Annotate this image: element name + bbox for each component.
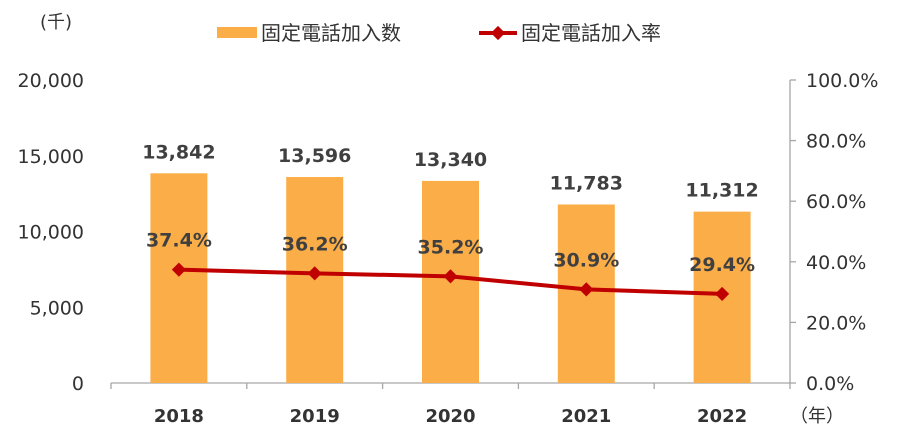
bar <box>150 173 208 383</box>
line-value-label: 35.2% <box>418 236 484 258</box>
y-right-tick-label: 60.0% <box>806 191 866 213</box>
bar-value-label: 13,340 <box>414 149 487 171</box>
line-point <box>307 266 322 281</box>
line-value-label: 30.9% <box>553 249 619 271</box>
bar-value-label: 13,842 <box>142 141 215 163</box>
line-value-label: 36.2% <box>282 233 348 255</box>
bar-value-label: 11,783 <box>550 172 623 194</box>
legend-line-label: 固定電話加入率 <box>521 21 661 45</box>
x-tick-label: 2020 <box>425 406 475 427</box>
line-point <box>443 269 458 284</box>
y-right-tick-label: 100.0% <box>806 70 878 92</box>
legend-bar-label: 固定電話加入数 <box>261 21 401 45</box>
y-left-tick-label: 20,000 <box>18 70 84 92</box>
y-left-tick-label: 0 <box>72 373 84 395</box>
y-right-tick-label: 40.0% <box>806 252 866 274</box>
y-left-tick-label: 5,000 <box>30 297 84 319</box>
x-tick-label: 2018 <box>154 406 204 427</box>
line-point <box>171 262 186 277</box>
x-tick-label: 2022 <box>697 406 747 427</box>
line-layer <box>171 262 730 301</box>
y-right-tick-label: 0.0% <box>806 373 854 395</box>
legend-line-marker <box>490 25 506 41</box>
line-value-label: 29.4% <box>689 254 755 276</box>
x-tick-label: 2019 <box>290 406 340 427</box>
x-unit: （年） <box>790 406 844 427</box>
line-value-label: 37.4% <box>146 230 212 252</box>
axes: 0.0% 20.0% 40.0% 60.0% 80.0% 100.0% 0 5,000 10,0… <box>18 70 879 427</box>
y-left-tick-label: 10,000 <box>18 222 84 244</box>
legend: 固定電話加入数 固定電話加入率 <box>217 21 661 45</box>
line-point <box>579 282 594 297</box>
y-left-tick-label: 15,000 <box>18 146 84 168</box>
bar-value-label: 11,312 <box>685 180 758 202</box>
y-right-tick-label: 80.0% <box>806 131 866 153</box>
line-point <box>715 286 730 301</box>
bar-value-label: 13,596 <box>278 145 351 167</box>
data-labels: 13,842 13,596 13,340 11,783 11,312 37.4% 36.2%… <box>142 141 759 276</box>
legend-bar-swatch <box>217 27 257 38</box>
x-tick-label: 2021 <box>561 406 611 427</box>
y-left-unit: (千) <box>40 12 72 33</box>
y-right-tick-label: 20.0% <box>806 312 866 334</box>
